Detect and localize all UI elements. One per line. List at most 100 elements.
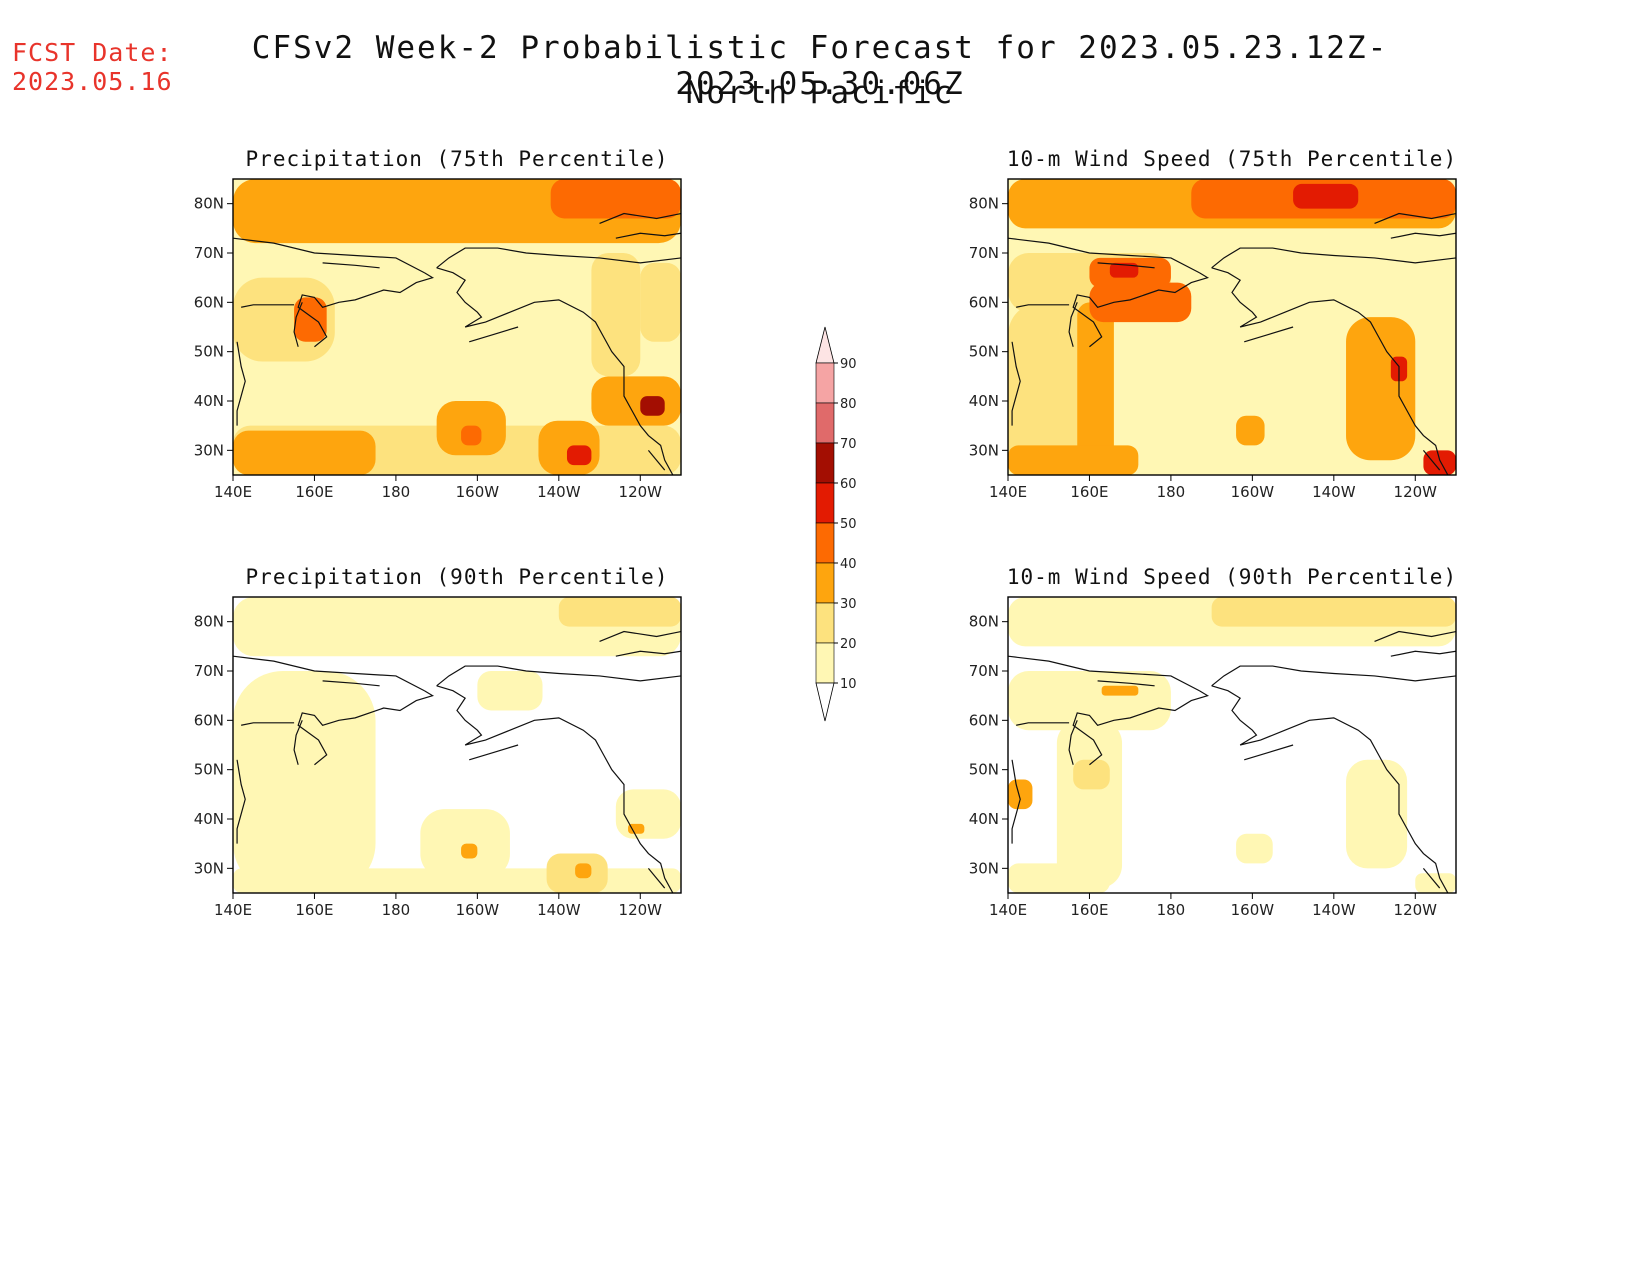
page-title: CFSv2 Week-2 Probabilistic Forecast for …: [251, 30, 1389, 102]
map-frame: [232, 596, 682, 894]
field-zone: [1077, 302, 1114, 461]
coastline: [241, 722, 295, 726]
coastline: [469, 744, 519, 761]
probability-field: [1008, 179, 1456, 475]
colorbar-segment: [815, 562, 835, 604]
coastline: [615, 650, 681, 657]
colorbar-segment: [815, 602, 835, 644]
field-zone: [1423, 450, 1456, 475]
coastlines: [1008, 630, 1456, 893]
field-zone: [461, 843, 478, 859]
coastline: [233, 655, 425, 692]
colorbar-label: 20: [840, 637, 857, 652]
field-zone: [1008, 779, 1033, 810]
coastline: [1011, 341, 1021, 426]
x-tick-label: 140W: [537, 901, 581, 919]
coastline: [233, 237, 425, 274]
colorbar-label: 50: [840, 517, 857, 532]
map-panel-precip-75: Precipitation (75th Percentile) 140E 160E 1…: [194, 147, 682, 501]
y-tick-label: 50N: [969, 343, 999, 361]
coastline: [297, 272, 435, 348]
y-tick-label: 40N: [969, 392, 999, 410]
map-panel-wind-90: 10-m Wind Speed (90th Percentile) 140E 160…: [969, 565, 1457, 919]
map-panel-precip-90: Precipitation (90th Percentile) 140E 160E 1…: [194, 565, 682, 919]
field-zone: [1008, 445, 1139, 475]
coastlines: [1008, 212, 1456, 475]
coastline: [1244, 744, 1294, 761]
coastline: [436, 665, 681, 687]
x-tick-label: 120W: [619, 483, 663, 501]
y-tick-label: 80N: [969, 613, 999, 631]
x-tick-label: 120W: [1394, 483, 1438, 501]
coastline: [469, 326, 519, 343]
coastlines: [233, 212, 681, 475]
coastline: [1068, 302, 1078, 347]
coastline: [1390, 232, 1456, 239]
y-tick-label: 70N: [194, 244, 224, 262]
field-zone: [1211, 597, 1456, 627]
y-tick-label: 50N: [194, 343, 224, 361]
coastlines: [233, 630, 681, 893]
y-tick-label: 40N: [194, 810, 224, 828]
coastline: [293, 720, 303, 765]
y-tick-label: 60N: [194, 711, 224, 729]
coastline: [1374, 630, 1456, 642]
colorbar-segment: [815, 482, 835, 524]
colorbar-segment: [815, 362, 835, 404]
coastline: [1008, 655, 1200, 692]
coastline: [436, 685, 674, 893]
coastline: [647, 449, 666, 471]
probability-field: [233, 179, 681, 475]
map-frame: [1007, 596, 1457, 894]
y-tick-label: 60N: [194, 293, 224, 311]
y-tick-label: 80N: [969, 195, 999, 213]
colorbar-label: 60: [840, 477, 857, 492]
coastline: [1374, 212, 1456, 224]
y-tick-label: 60N: [969, 293, 999, 311]
y-tick-label: 70N: [969, 244, 999, 262]
y-tick-label: 40N: [194, 392, 224, 410]
field-zone: [591, 253, 641, 377]
coastline: [1072, 272, 1210, 348]
coastline: [297, 690, 435, 766]
field-zone: [1293, 183, 1359, 209]
coastline: [647, 867, 666, 889]
field-zone: [461, 425, 482, 446]
map-frame: [232, 178, 682, 476]
forecast-date-block: FCST Date: 2023.05.16: [12, 38, 173, 96]
colorbar-label: 90: [840, 357, 857, 372]
field-zone: [1008, 863, 1110, 893]
coastline: [1211, 267, 1449, 475]
field-zone: [558, 597, 681, 627]
field-zone: [1008, 671, 1171, 731]
x-tick-label: 160E: [1070, 483, 1108, 501]
x-tick-label: 120W: [619, 901, 663, 919]
coastline: [322, 262, 380, 269]
x-tick-label: 140E: [214, 483, 252, 501]
x-tick-label: 180: [382, 901, 411, 919]
x-tick-label: 140W: [1312, 483, 1356, 501]
field-zone: [1101, 685, 1139, 696]
panel-title: 10-m Wind Speed (75th Percentile): [1007, 147, 1457, 171]
coastline: [1390, 650, 1456, 657]
y-tick-label: 50N: [194, 761, 224, 779]
coastline: [615, 232, 681, 239]
coastline: [1097, 262, 1155, 269]
x-tick-label: 160W: [456, 901, 500, 919]
x-tick-label: 140E: [989, 901, 1027, 919]
coastline: [1008, 237, 1200, 274]
coastline: [599, 630, 681, 642]
y-tick-label: 30N: [969, 859, 999, 877]
y-tick-label: 40N: [969, 810, 999, 828]
field-zone: [615, 789, 681, 839]
field-zone: [1089, 282, 1192, 323]
colorbar-label: 30: [840, 597, 857, 612]
colorbar-segment: [815, 642, 835, 684]
coastline: [1211, 665, 1456, 687]
coastline: [1072, 690, 1210, 766]
coastline: [322, 680, 380, 687]
x-tick-label: 160W: [456, 483, 500, 501]
field-zone: [1236, 415, 1265, 446]
coastline: [1422, 867, 1441, 889]
field-zone: [575, 863, 592, 879]
